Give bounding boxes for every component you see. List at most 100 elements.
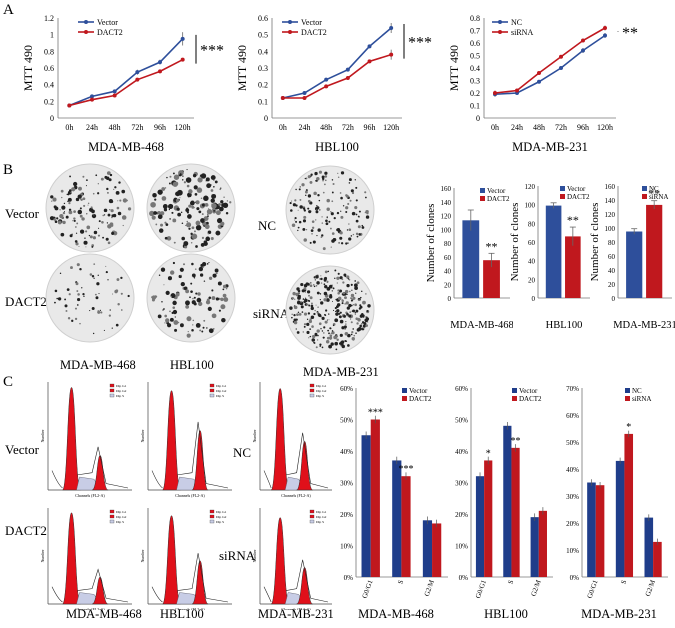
- bar-nc-g0-g1: [587, 482, 596, 577]
- colony: [336, 334, 338, 337]
- colony: [343, 314, 346, 318]
- colony: [316, 234, 318, 237]
- colony: [182, 263, 186, 266]
- flow-x-label: Channels (FL2-A): [75, 607, 105, 610]
- colony: [310, 304, 314, 308]
- colony: [361, 226, 365, 229]
- colony: [331, 179, 334, 181]
- colony: [308, 210, 312, 214]
- colony: [69, 234, 73, 238]
- dish-plate: [285, 165, 375, 255]
- colony: [351, 211, 356, 216]
- colony: [75, 232, 78, 234]
- colony: [109, 309, 111, 311]
- colony: [91, 306, 95, 310]
- colony: [330, 227, 332, 230]
- colony: [108, 199, 114, 204]
- data-point-vector: [112, 89, 117, 94]
- bar-vector-s: [392, 460, 402, 577]
- colony: [324, 183, 326, 186]
- bar-sirna-s: [624, 433, 634, 577]
- colony: [162, 309, 164, 311]
- colony: [302, 331, 305, 333]
- colony: [326, 287, 331, 291]
- y-tick-label: 0: [532, 295, 536, 303]
- colony: [59, 209, 61, 211]
- colony: [68, 210, 73, 215]
- data-point-vector: [324, 77, 329, 82]
- x-tick-label-s: S: [619, 579, 628, 585]
- data-point-vector: [389, 26, 394, 30]
- colony: [93, 277, 95, 279]
- colony: [111, 231, 115, 235]
- c-row-label-sirna: siRNA: [219, 548, 256, 563]
- y-tick-label: 0.3: [258, 64, 268, 73]
- colony: [333, 216, 336, 220]
- flow-x-label: Channels (FL2-A): [281, 493, 311, 498]
- colony: [320, 301, 324, 305]
- flow-legend-label: Dip S: [116, 520, 124, 524]
- data-point-dact2: [302, 96, 307, 100]
- colony: [316, 206, 320, 210]
- colony: [326, 336, 330, 340]
- colony: [321, 222, 324, 224]
- colony: [75, 197, 80, 202]
- colony: [330, 211, 332, 213]
- colony: [303, 323, 307, 326]
- colony: [206, 298, 210, 302]
- colony: [364, 191, 367, 194]
- y-tick-label: 1: [50, 31, 54, 40]
- x-tick-label-g2-m: G2/M: [644, 578, 658, 597]
- colony: [306, 318, 309, 321]
- colony: [317, 194, 320, 197]
- y-tick-label: 10%: [566, 547, 579, 555]
- title-c-flow-mda-mb-468: MDA-MB-468: [66, 607, 142, 621]
- colony: [346, 229, 349, 231]
- flow-legend-label: Dip S: [316, 520, 324, 524]
- bar-vector-g0-g1: [475, 476, 485, 577]
- colony: [172, 218, 177, 223]
- flow-y-label: Number: [140, 549, 145, 563]
- colony: [338, 342, 342, 345]
- colony: [309, 328, 312, 330]
- colony: [355, 317, 359, 321]
- colony: [299, 186, 302, 188]
- colony: [356, 328, 361, 332]
- x-tick-label-120h: 120h: [383, 123, 399, 132]
- significance-stars: ***: [368, 408, 383, 419]
- colony: [172, 300, 177, 306]
- colony: [78, 245, 80, 247]
- legend-marker-vector: [84, 20, 88, 24]
- colony: [302, 298, 305, 300]
- significance-stars: ***: [200, 42, 224, 59]
- colony: [189, 200, 195, 206]
- colony: [198, 266, 204, 272]
- colony: [213, 179, 215, 181]
- flow-legend-label: Dip G2: [116, 389, 127, 393]
- colony: [208, 262, 210, 264]
- colony: [340, 210, 342, 212]
- colony: [115, 190, 120, 195]
- colony: [93, 263, 96, 265]
- colony: [222, 202, 229, 209]
- colony: [362, 327, 365, 329]
- colony: [321, 330, 324, 332]
- flow-outline: [51, 568, 129, 603]
- colony: [173, 241, 176, 244]
- dish-plate: [45, 253, 135, 343]
- colony: [355, 332, 357, 334]
- colony: [83, 204, 86, 207]
- colony: [71, 187, 76, 192]
- colony: [64, 298, 67, 301]
- colony: [290, 200, 293, 202]
- colony: [81, 217, 85, 221]
- data-point-dact2: [389, 52, 394, 57]
- colony: [211, 296, 216, 300]
- colony: [206, 263, 209, 265]
- colony: [85, 246, 87, 248]
- data-point-nc: [559, 66, 563, 70]
- colony: [220, 304, 226, 310]
- colony: [309, 335, 312, 338]
- colony: [222, 288, 225, 291]
- colony: [63, 202, 66, 205]
